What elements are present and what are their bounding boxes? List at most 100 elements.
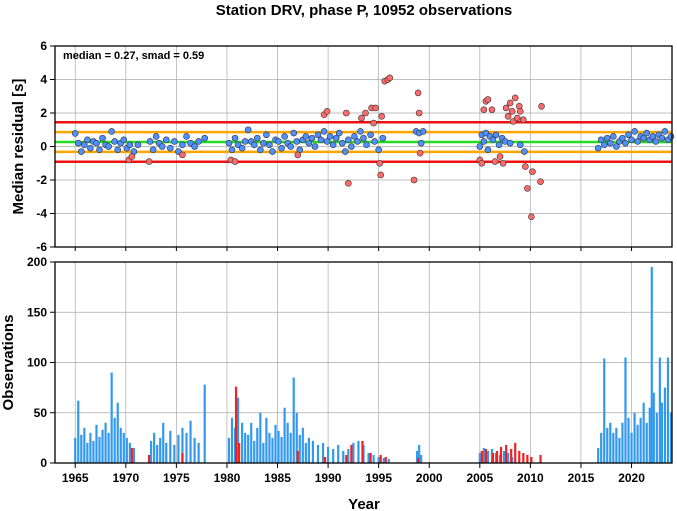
- scatter-point: [238, 144, 246, 152]
- observation-bar: [125, 437, 128, 463]
- scatter-point: [323, 108, 331, 115]
- observation-bar: [367, 452, 370, 463]
- observation-bar: [642, 402, 645, 463]
- observation-bar: [110, 372, 113, 463]
- observations-panel: 0 50 100 150 200 1965 1970 1975 1980 1985 1990 1995…: [0, 255, 673, 485]
- scatter-point: [126, 141, 134, 149]
- observation-bar: [321, 442, 325, 463]
- observation-bar: [502, 450, 506, 463]
- scatter-point: [351, 133, 358, 140]
- observation-bar: [181, 452, 184, 463]
- scatter-point: [625, 131, 632, 139]
- observation-bar: [484, 448, 487, 463]
- observation-bar: [600, 432, 603, 463]
- scatter-point: [74, 139, 82, 147]
- observation-bar: [522, 452, 525, 463]
- observation-bar: [311, 440, 315, 463]
- scatter-point: [231, 158, 239, 165]
- scatter-point: [320, 128, 328, 135]
- observation-bar: [499, 446, 503, 463]
- observation-bar: [648, 407, 651, 463]
- observation-bar: [652, 392, 655, 463]
- observation-bar: [130, 447, 133, 463]
- scatter-point: [71, 130, 79, 137]
- observation-bar: [417, 457, 420, 463]
- scatter-point: [502, 104, 510, 112]
- observation-bar: [307, 437, 310, 463]
- observation-bar: [514, 442, 517, 463]
- scatter-point: [105, 143, 112, 150]
- observation-bar: [615, 427, 618, 463]
- observation-bar: [323, 456, 327, 463]
- observation-bar: [361, 440, 364, 463]
- scatter-point: [311, 143, 319, 150]
- scatter-point: [603, 134, 611, 142]
- x-axis-label: Year: [348, 496, 380, 511]
- scatter-point: [528, 213, 535, 221]
- scatter-point: [99, 134, 106, 142]
- scatter-point: [338, 139, 346, 147]
- scatter-point: [488, 106, 496, 113]
- scatter-point: [111, 138, 118, 145]
- scatter-point: [476, 143, 484, 150]
- observation-bar: [530, 456, 533, 463]
- x-tick-label: 2020: [618, 471, 645, 485]
- y-tick-label: 0: [40, 140, 47, 154]
- observation-bar: [618, 437, 621, 463]
- scatter-point: [606, 139, 614, 147]
- scatter-point: [516, 108, 524, 115]
- scatter-point: [293, 138, 301, 145]
- scatter-point: [521, 148, 528, 155]
- observation-bar: [609, 422, 612, 463]
- scatter-point: [305, 139, 313, 147]
- scatter-point: [326, 133, 334, 140]
- observation-bar: [247, 434, 250, 463]
- observation-bar: [104, 422, 107, 463]
- observation-bar: [418, 444, 421, 463]
- scatter-point: [634, 138, 641, 145]
- observation-bar: [128, 442, 131, 463]
- observation-bar: [416, 450, 419, 463]
- observation-bar: [491, 452, 495, 463]
- observation-bar: [227, 437, 231, 463]
- scatter-point: [516, 141, 524, 149]
- observation-bar: [518, 450, 521, 463]
- observation-bar: [352, 442, 355, 463]
- scatter-point: [640, 134, 647, 142]
- observation-bar: [237, 442, 241, 463]
- observation-bar: [173, 444, 176, 463]
- scatter-point: [643, 129, 651, 137]
- observation-bar: [274, 424, 277, 463]
- x-tick-label: 1975: [163, 471, 190, 485]
- residual-panel: -6 -4 -2 0 2 4 6 median = 0.27, smad = 0.59 Medi…: [10, 39, 675, 254]
- observation-bar: [153, 432, 156, 463]
- scatter-point: [152, 133, 160, 140]
- scatter-point: [287, 143, 294, 150]
- observation-bar: [98, 436, 101, 463]
- y-tick-label: 0: [40, 456, 47, 470]
- observation-bar: [372, 454, 375, 463]
- scatter-point: [538, 103, 545, 110]
- scatter-point: [499, 159, 507, 167]
- scatter-point: [266, 141, 273, 149]
- scatter-point: [84, 136, 91, 144]
- scatter-point: [134, 141, 142, 149]
- observation-bar: [280, 436, 283, 463]
- observation-bar: [382, 457, 385, 463]
- scatter-point: [372, 104, 379, 112]
- scatter-point: [269, 148, 276, 155]
- observation-bar: [169, 430, 172, 463]
- scatter-point: [649, 133, 657, 140]
- observation-bar: [478, 452, 481, 463]
- scatter-point: [357, 128, 364, 135]
- observation-bar: [326, 446, 330, 463]
- observation-bar: [113, 417, 116, 463]
- x-tick-label: 1980: [214, 471, 241, 485]
- observation-bar: [177, 434, 180, 463]
- observation-bar: [639, 417, 642, 463]
- observation-bar: [377, 456, 380, 463]
- scatter-point: [93, 139, 100, 147]
- x-tick-label: 2005: [466, 471, 493, 485]
- scatter-point: [149, 146, 157, 154]
